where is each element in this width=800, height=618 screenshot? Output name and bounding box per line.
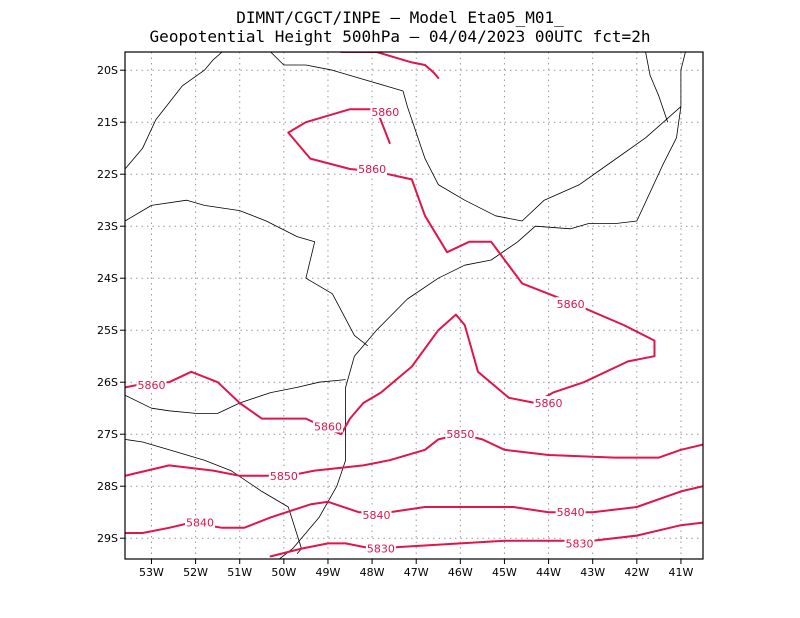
state-boundary [125, 379, 346, 414]
contour-label: 5850 [446, 428, 474, 441]
y-tick-label: 22S [97, 168, 118, 181]
contour-layer [125, 52, 703, 558]
contour-label: 5840 [186, 517, 214, 530]
y-tick-label: 26S [97, 376, 118, 389]
state-boundary [125, 52, 223, 170]
contour-label: 5830 [565, 537, 593, 550]
map-title: DIMNT/CGCT/INPE – Model Eta05_M01_ [236, 8, 564, 27]
contour-label: 5860 [557, 298, 585, 311]
contour-label-bg [268, 468, 299, 482]
contour-label: 5860 [371, 106, 399, 119]
coastline [279, 52, 686, 559]
contour-5830 [269, 521, 703, 558]
contour-label-bg [533, 396, 564, 409]
contour-label-bg [555, 297, 586, 311]
contour-label-bg [312, 419, 343, 433]
x-tick-label: 53W [139, 566, 164, 579]
x-tick-label: 52W [183, 566, 208, 579]
contour-label-bg [136, 377, 167, 391]
contour-label-bg [357, 162, 388, 175]
x-tick-label: 49W [316, 566, 341, 579]
grid-lines [125, 52, 703, 559]
contour-5860 [340, 52, 440, 79]
contour-label-bg [370, 104, 401, 118]
contour-label-bg [185, 515, 216, 529]
y-tick-label: 28S [97, 480, 118, 493]
x-tick-label: 50W [271, 566, 296, 579]
contour-5850 [125, 433, 703, 477]
y-tick-label: 23S [97, 220, 118, 233]
x-tick-label: 48W [360, 566, 385, 579]
contour-labels: 5860 5860 5860 5860 5860 5860 5850 5850 5840 5840… [136, 104, 595, 556]
y-tick-label: 25S [97, 324, 118, 337]
contour-label: 5860 [358, 163, 386, 176]
contour-label: 5850 [270, 470, 298, 483]
x-tick-label: 46W [448, 566, 473, 579]
y-tick-label: 27S [97, 428, 118, 441]
contour-label: 5840 [557, 506, 585, 519]
contour-label-bg [445, 427, 476, 441]
y-tick-label: 20S [97, 64, 118, 77]
contour-label: 5860 [314, 420, 342, 433]
contour-label-bg [555, 505, 586, 519]
x-tick-label: 45W [492, 566, 517, 579]
y-tick-label: 24S [97, 272, 118, 285]
contour-label-bg [365, 541, 396, 555]
plot-frame [124, 51, 704, 560]
contour-label-bg [361, 507, 392, 521]
x-tick-label: 51W [227, 566, 252, 579]
state-boundary [125, 199, 368, 347]
contour-label: 5860 [535, 397, 563, 410]
y-tick-label: 21S [97, 116, 118, 129]
contour-label: 5860 [137, 379, 165, 392]
state-boundary [305, 64, 682, 222]
map-subtitle: Geopotential Height 500hPa – 04/04/2023 … [149, 27, 651, 46]
x-tick-label: 41W [669, 566, 694, 579]
coastline-layer [125, 52, 686, 559]
contour-label: 5830 [367, 543, 395, 556]
state-boundary [125, 439, 302, 555]
axis-ticks: 53W 52W 51W 50W 49W 48W 47W 46W 45W 44W 43W 42W 41W 2… [97, 64, 693, 579]
contour-5860 [125, 108, 656, 436]
x-tick-label: 43W [580, 566, 605, 579]
y-tick-label: 29S [97, 532, 118, 545]
x-tick-label: 44W [536, 566, 561, 579]
contour-label: 5840 [362, 509, 390, 522]
state-boundary [645, 52, 669, 123]
contour-label-bg [564, 536, 595, 550]
x-tick-label: 47W [404, 566, 429, 579]
x-tick-label: 42W [624, 566, 649, 579]
state-boundary [270, 52, 306, 66]
